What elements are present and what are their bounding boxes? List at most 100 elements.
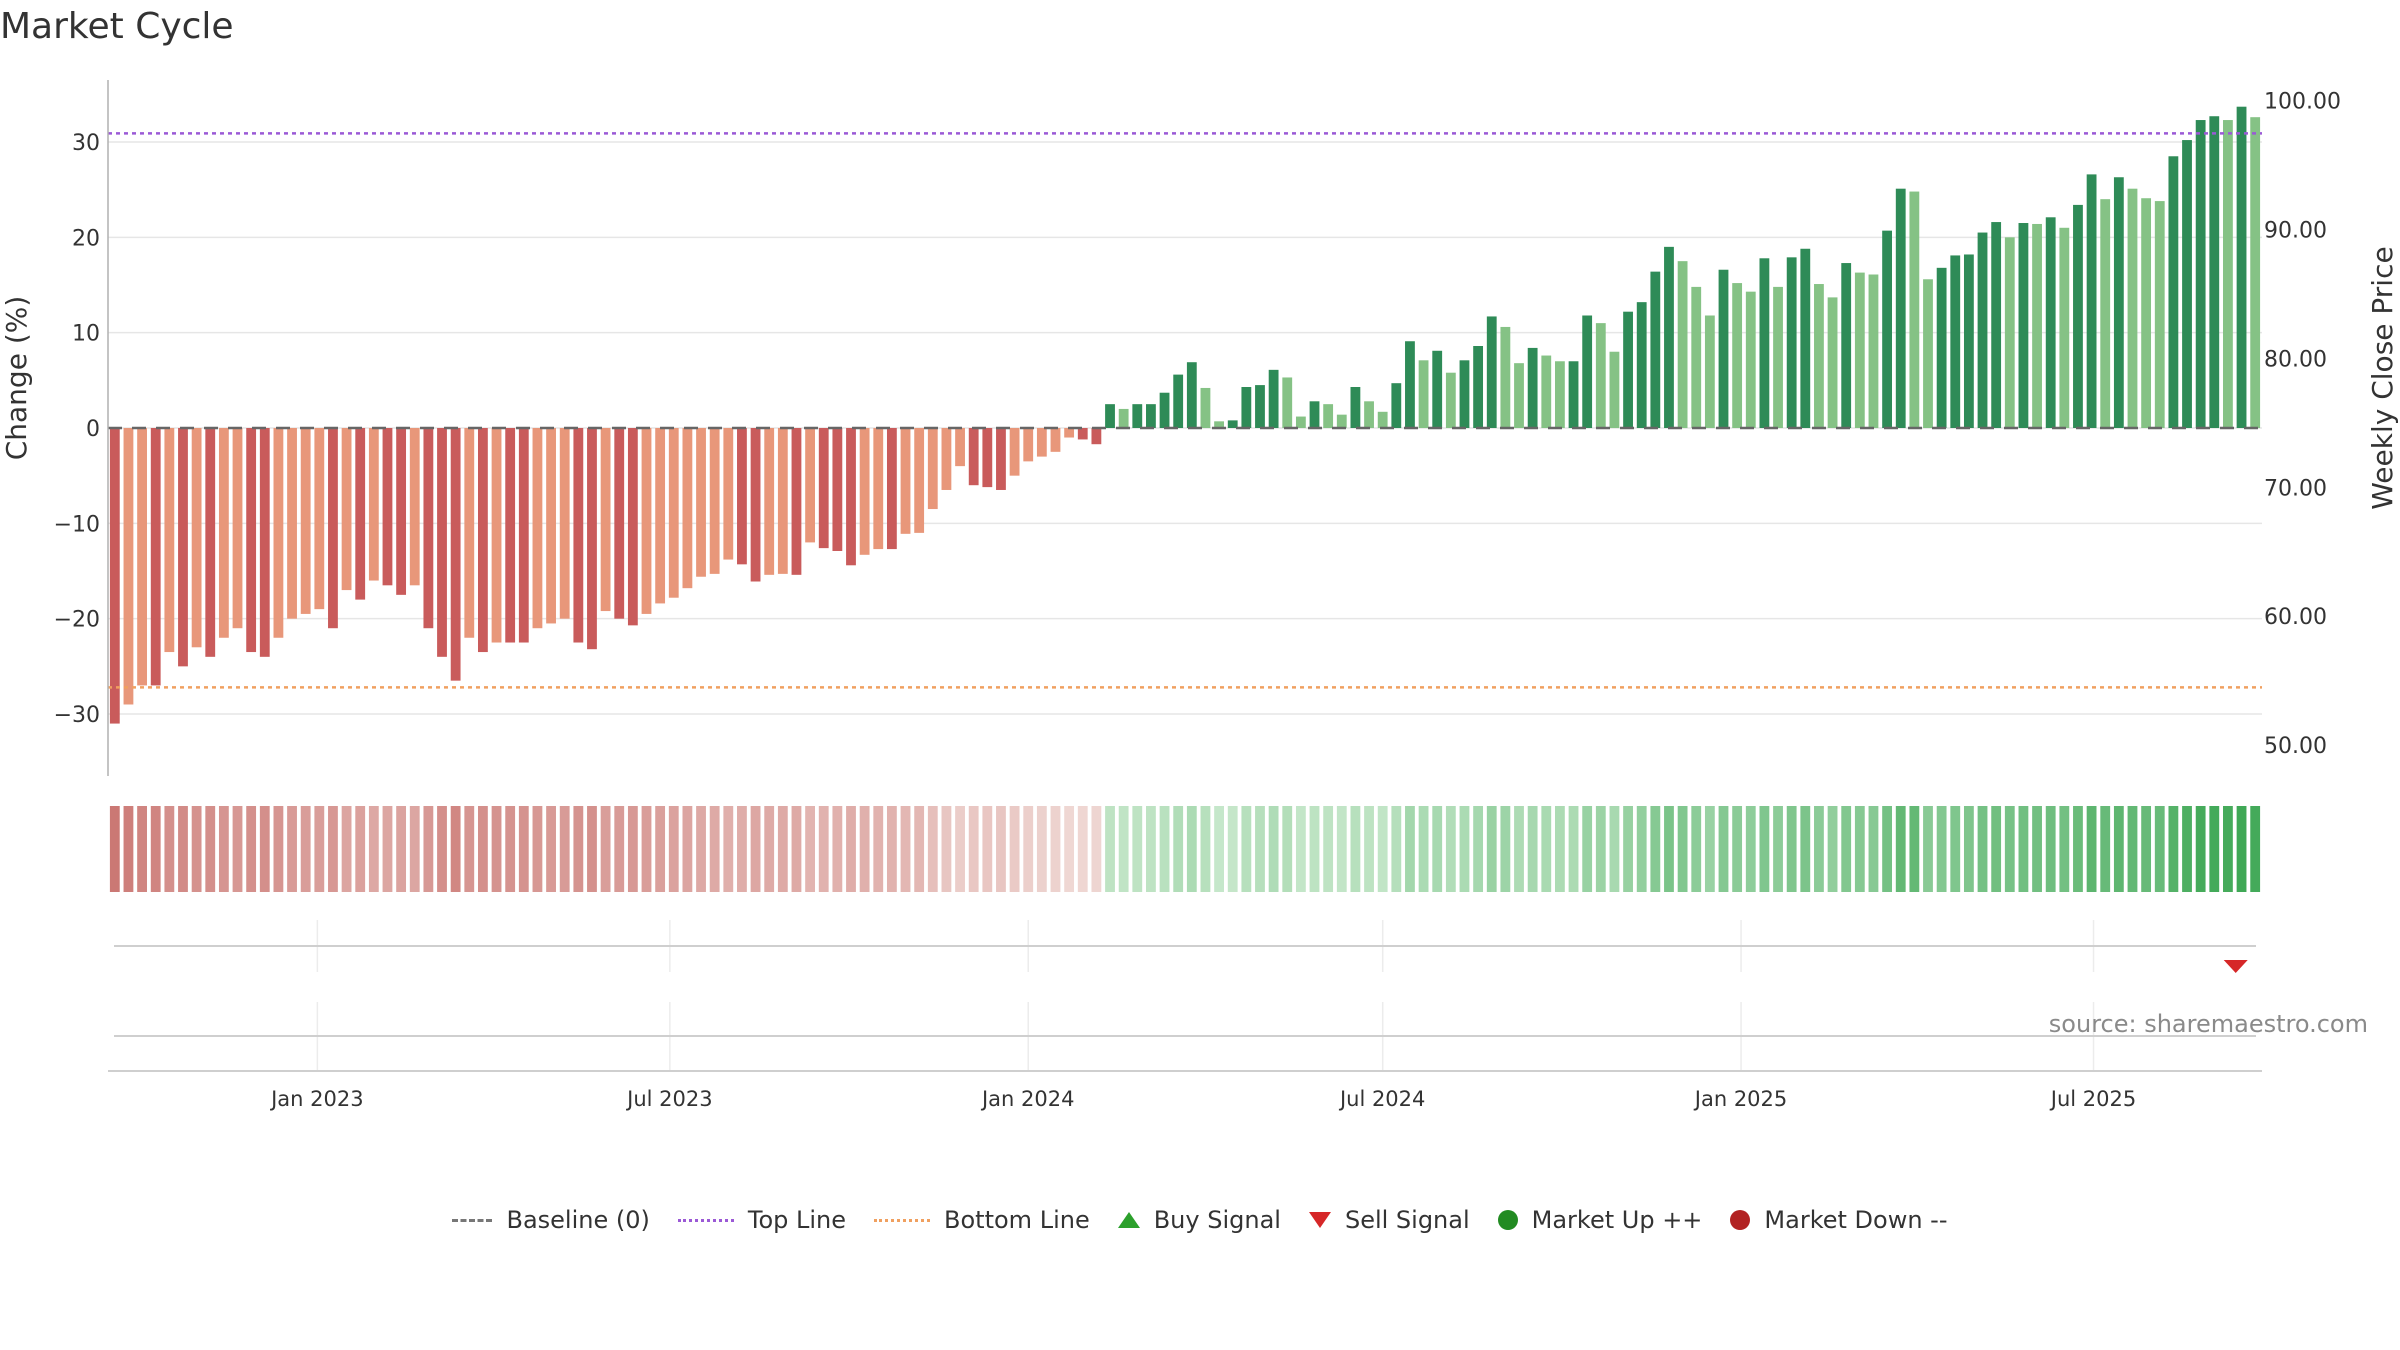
legend-label: Market Up ++ [1531, 1206, 1703, 1234]
heat-cell [723, 806, 734, 892]
bar [1882, 230, 1893, 428]
legend-label: Baseline (0) [506, 1206, 650, 1234]
heat-cell [437, 806, 447, 892]
bar [164, 428, 175, 653]
bar [1418, 360, 1429, 428]
heat-cell [300, 806, 311, 892]
heat-cell [2141, 806, 2152, 892]
heat-cell [1186, 806, 1197, 892]
bar [368, 428, 379, 581]
top-line-dotted-icon [677, 1218, 734, 1222]
bar [546, 428, 556, 624]
heat-cell [627, 806, 638, 892]
heat-cell [1868, 806, 1879, 892]
heat-cell [1773, 806, 1783, 892]
bar [1364, 401, 1374, 428]
bottom-line-dotted-icon [874, 1218, 931, 1222]
bar [2004, 237, 2015, 428]
legend-item-baseline: Baseline (0) [452, 1206, 650, 1234]
bar [709, 428, 720, 574]
heat-cell [1718, 806, 1729, 892]
heat-cell [2004, 806, 2015, 892]
heat-cell [1459, 806, 1470, 892]
bar [873, 428, 884, 550]
heat-cell [1405, 806, 1415, 892]
bar [464, 428, 475, 638]
bar [1391, 383, 1402, 428]
heat-cell [1445, 806, 1456, 892]
heat-cell [2127, 806, 2138, 892]
bar [914, 428, 925, 533]
heat-cell [2182, 806, 2192, 892]
heat-cell [655, 806, 666, 892]
heat-cell [777, 806, 788, 892]
legend-item-market-up: Market Up ++ [1497, 1206, 1703, 1234]
legend-item-sell-signal: Sell Signal [1308, 1206, 1470, 1234]
heat-cell [846, 806, 856, 892]
heat-cell [382, 806, 393, 892]
heat-cell [1936, 806, 1947, 892]
heat-cell [328, 806, 338, 892]
bar [1227, 420, 1238, 428]
heat-cell [559, 806, 570, 892]
y-tick-label: 30 [72, 131, 100, 156]
y2-tick-label: 70.00 [2264, 476, 2327, 501]
bar [1595, 323, 1606, 428]
heat-cell [1432, 806, 1443, 892]
heat-cell [2086, 806, 2097, 892]
axes: 30 20 10 0 −10 −20 −30 100.00 90.00 80.00 70.00 60.… [0, 80, 2399, 776]
bar [682, 428, 693, 589]
bars [109, 106, 2261, 724]
source-text: source: sharemaestro.com [2048, 1010, 2368, 1038]
bar [259, 428, 270, 657]
bar [655, 428, 666, 604]
heat-cell [1336, 806, 1347, 892]
bar [341, 428, 352, 591]
x-axis: Jan 2023 Jul 2023 Jan 2024 Jul 2024 Jan 2025… [108, 1070, 2262, 1111]
heat-cell [1759, 806, 1770, 892]
heat-cell [1950, 806, 1961, 892]
bar [927, 428, 938, 510]
heat-cell [2032, 806, 2042, 892]
legend-label: Bottom Line [944, 1206, 1090, 1234]
y-axis-title: Change (%) [0, 296, 33, 461]
heat-cell [968, 806, 979, 892]
bar [1786, 257, 1797, 428]
heat-cell [1827, 806, 1838, 892]
heat-strip [109, 806, 2261, 892]
bar [982, 428, 993, 488]
bar [996, 428, 1006, 490]
heat-cell [450, 806, 461, 892]
bar [1691, 286, 1702, 428]
heat-cell [1159, 806, 1170, 892]
heat-cell [1704, 806, 1715, 892]
y2-tick-label: 80.00 [2264, 347, 2327, 372]
heat-cell [1023, 806, 1034, 892]
heat-cell [1732, 806, 1743, 892]
heat-cell [900, 806, 911, 892]
bar [1445, 372, 1456, 428]
heat-cell [287, 806, 297, 892]
heat-cell [982, 806, 993, 892]
bar [396, 428, 407, 595]
bar [1677, 261, 1688, 428]
heat-cell [178, 806, 188, 892]
x-tick-label: Jul 2024 [1338, 1087, 1425, 1111]
heat-cell [368, 806, 379, 892]
heat-cell [123, 806, 134, 892]
bar [1105, 404, 1115, 428]
heat-cell [2018, 806, 2029, 892]
bar [1909, 191, 1920, 428]
heat-cell [1268, 806, 1279, 892]
heat-cell [1350, 806, 1361, 892]
heat-cell [1554, 806, 1565, 892]
bar [1200, 387, 1211, 428]
heat-cell [1132, 806, 1143, 892]
heat-cell [764, 806, 775, 892]
legend-item-buy-signal: Buy Signal [1117, 1206, 1281, 1234]
heat-cell [1923, 806, 1933, 892]
heat-cell [941, 806, 952, 892]
heat-cell [1050, 806, 1061, 892]
heat-cell [273, 806, 284, 892]
bar [532, 428, 543, 629]
